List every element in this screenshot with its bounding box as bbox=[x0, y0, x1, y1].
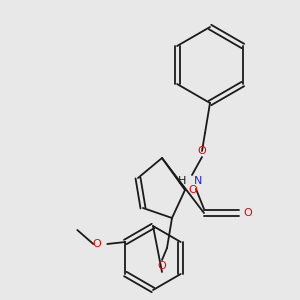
Text: O: O bbox=[92, 239, 101, 249]
Text: O: O bbox=[189, 185, 197, 195]
Text: O: O bbox=[158, 261, 166, 271]
Text: H: H bbox=[178, 176, 186, 186]
Text: O: O bbox=[244, 208, 252, 218]
Text: O: O bbox=[198, 146, 206, 156]
Text: N: N bbox=[194, 176, 202, 186]
